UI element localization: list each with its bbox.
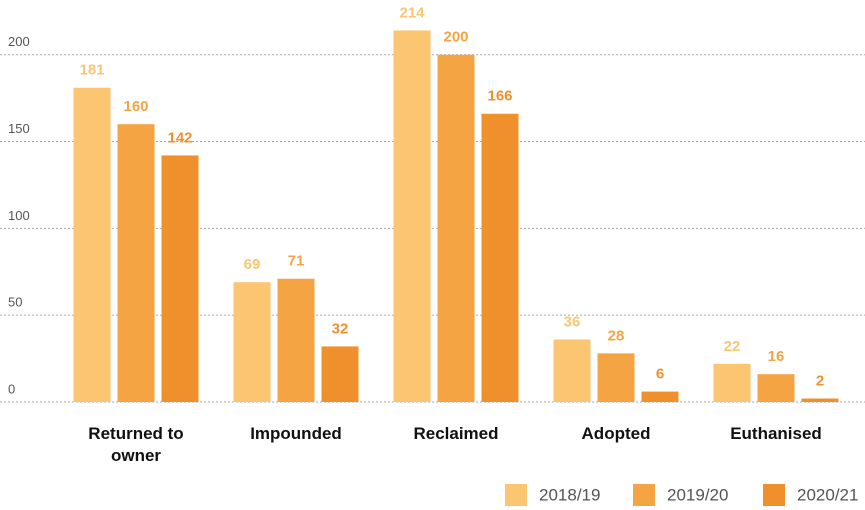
x-tick-label: Impounded: [250, 424, 342, 443]
legend-swatch: [505, 484, 527, 506]
y-tick-label: 150: [8, 121, 30, 136]
y-tick-label: 50: [8, 295, 22, 310]
data-label: 28: [608, 327, 625, 344]
data-label: 6: [656, 366, 664, 383]
legend-swatch: [633, 484, 655, 506]
bar: [161, 155, 199, 402]
data-label: 16: [768, 348, 785, 365]
data-label: 200: [443, 29, 468, 46]
x-tick-label: Returned to owner: [88, 424, 184, 465]
bar: [117, 124, 155, 402]
bar: [757, 374, 795, 402]
bar: [233, 282, 271, 402]
bar: [277, 278, 315, 402]
bar: [321, 346, 359, 402]
data-label: 160: [123, 98, 148, 115]
legend-label: 2020/21: [797, 485, 858, 504]
bar: [801, 398, 839, 402]
data-label: 181: [79, 62, 104, 79]
bar: [73, 87, 111, 402]
data-label: 69: [244, 256, 261, 273]
data-label: 2: [816, 372, 824, 389]
bar: [553, 339, 591, 402]
data-label: 36: [564, 313, 581, 330]
data-label: 22: [724, 338, 741, 355]
legend-label: 2019/20: [667, 485, 728, 504]
data-label: 71: [288, 253, 305, 270]
x-tick-label: Euthanised: [730, 424, 822, 443]
y-tick-label: 0: [8, 381, 15, 396]
data-label: 214: [399, 4, 425, 21]
data-label: 142: [167, 129, 192, 146]
legend-label: 2018/19: [539, 485, 600, 504]
bar: [393, 30, 431, 402]
bar: [713, 363, 751, 402]
bar: [641, 391, 679, 402]
legend-swatch: [763, 484, 785, 506]
data-label: 166: [487, 88, 512, 105]
y-tick-label: 200: [8, 34, 30, 49]
x-tick-label: Reclaimed: [413, 424, 499, 443]
bar: [481, 113, 519, 402]
x-tick-label: Adopted: [581, 424, 651, 443]
bar: [597, 353, 635, 402]
data-label: 32: [332, 320, 349, 337]
bar: [437, 54, 475, 403]
y-tick-label: 100: [8, 208, 30, 223]
